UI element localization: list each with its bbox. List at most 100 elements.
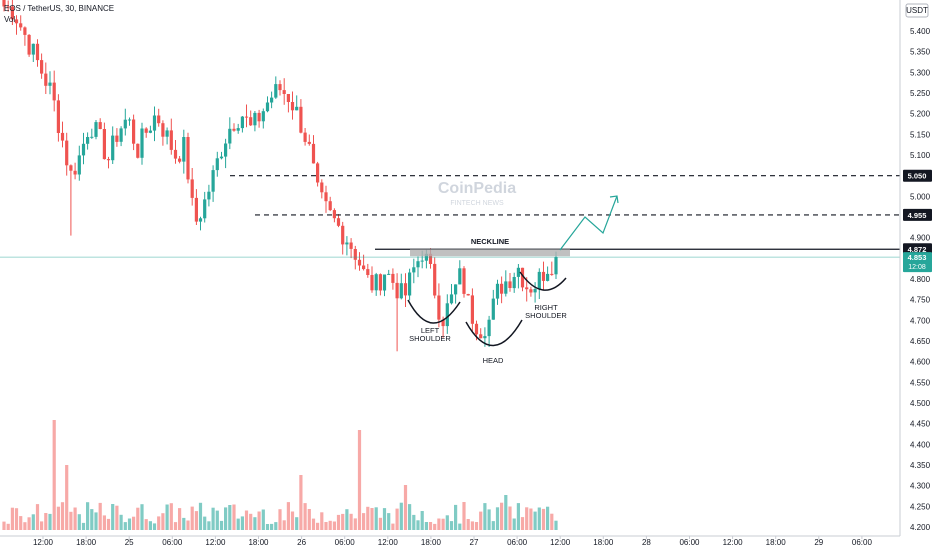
- candle-body: [445, 303, 449, 327]
- volume-bar: [395, 508, 399, 530]
- candle: [60, 121, 65, 148]
- volume-bar: [458, 523, 462, 530]
- coinpedia-watermark: CoinPedia FINTECH NEWS: [438, 180, 516, 207]
- price-tick-label: 4.650: [910, 337, 931, 346]
- volume-bar: [474, 522, 479, 530]
- volume-bar: [27, 517, 31, 530]
- candle: [303, 128, 307, 146]
- volume-bar: [140, 504, 144, 530]
- candle: [102, 122, 106, 160]
- volume-bar: [466, 519, 470, 530]
- currency-badge: [905, 3, 929, 18]
- candle-body: [2, 0, 6, 7]
- candle-body: [123, 119, 127, 129]
- volume-bar: [119, 514, 123, 530]
- volume-bar: [320, 512, 324, 530]
- candle: [224, 138, 228, 169]
- candle-body: [516, 267, 520, 277]
- last-price-tag-bg: [903, 252, 932, 273]
- candle-body: [441, 319, 445, 327]
- candle: [479, 328, 483, 339]
- candle-body: [311, 143, 316, 164]
- candle: [115, 128, 119, 147]
- watermark-line1: CoinPedia: [438, 180, 516, 197]
- time-tick-label: 06:00: [679, 538, 700, 547]
- candle: [274, 76, 278, 99]
- volume-bar: [152, 523, 157, 530]
- candle: [31, 43, 35, 62]
- candle: [90, 128, 94, 139]
- candle-body: [94, 122, 98, 137]
- candle: [520, 267, 525, 292]
- candle: [516, 264, 520, 289]
- candle: [148, 125, 152, 134]
- price-tick-label: 4.700: [910, 316, 931, 325]
- volume-bar: [6, 523, 10, 530]
- volume-bar: [362, 513, 366, 530]
- candle: [232, 123, 236, 132]
- resistance-tag-1: 5.050: [908, 172, 927, 181]
- candle: [144, 127, 148, 138]
- volume-bar: [491, 521, 495, 530]
- volume-bar: [311, 518, 316, 530]
- candle-body: [23, 27, 27, 35]
- candle: [541, 261, 546, 291]
- candle: [19, 15, 23, 31]
- candle-body: [178, 158, 182, 162]
- time-tick-label: 18:00: [593, 538, 614, 547]
- volume-bar: [424, 522, 428, 530]
- candle: [299, 99, 303, 134]
- volume-bar: [391, 523, 395, 530]
- candle-body: [240, 116, 244, 129]
- candle: [194, 189, 198, 225]
- candle-body: [391, 273, 395, 283]
- volume-bar: [495, 507, 500, 530]
- candle-body: [152, 115, 157, 131]
- candle-body: [533, 289, 537, 293]
- candle-body: [470, 295, 474, 324]
- candle: [14, 15, 19, 35]
- candle: [345, 236, 349, 256]
- price-tick-label: 4.300: [910, 482, 931, 491]
- pattern-annotations: NECKLINE LEFT SHOULDER HEAD RIGHT SHOULD…: [407, 195, 619, 365]
- price-tick-label: 4.750: [910, 296, 931, 305]
- price-tick-label: 5.150: [910, 130, 931, 139]
- volume-bar: [44, 513, 48, 530]
- volume-bar: [65, 465, 69, 530]
- time-tick-label: 06:00: [335, 538, 356, 547]
- volume-bar: [56, 506, 60, 530]
- time-tick-label: 25: [125, 538, 134, 547]
- candle: [382, 274, 387, 297]
- volume-bar: [533, 511, 537, 530]
- candle-body: [403, 283, 408, 296]
- time-tick-label: 12:00: [378, 538, 399, 547]
- candle-body: [282, 90, 286, 94]
- candle-body: [90, 136, 94, 138]
- right-shoulder-label-1: RIGHT: [534, 303, 558, 312]
- candle-body: [550, 273, 554, 275]
- candle: [508, 273, 512, 292]
- candle: [35, 39, 40, 67]
- candle-body: [115, 135, 119, 142]
- candle: [399, 273, 403, 300]
- resistance-tag-2: 4.955: [908, 211, 927, 220]
- candle-body: [537, 271, 541, 289]
- candle: [73, 162, 77, 180]
- candle: [328, 196, 332, 212]
- volume-bar: [144, 519, 148, 530]
- candle-body: [290, 102, 295, 111]
- candle: [98, 118, 102, 130]
- volume-bars: [2, 420, 558, 530]
- candle: [332, 208, 336, 223]
- time-tick-label: 18:00: [76, 538, 97, 547]
- volume-bar: [525, 507, 529, 530]
- price-tick-label: 5.000: [910, 192, 931, 201]
- last-price-tag: 4.853: [908, 253, 927, 262]
- candle-body: [98, 122, 102, 129]
- candle-body: [495, 283, 500, 299]
- volume-bar: [102, 515, 106, 530]
- candle: [395, 273, 399, 352]
- volume-bar: [408, 504, 412, 530]
- candle-body: [232, 128, 236, 131]
